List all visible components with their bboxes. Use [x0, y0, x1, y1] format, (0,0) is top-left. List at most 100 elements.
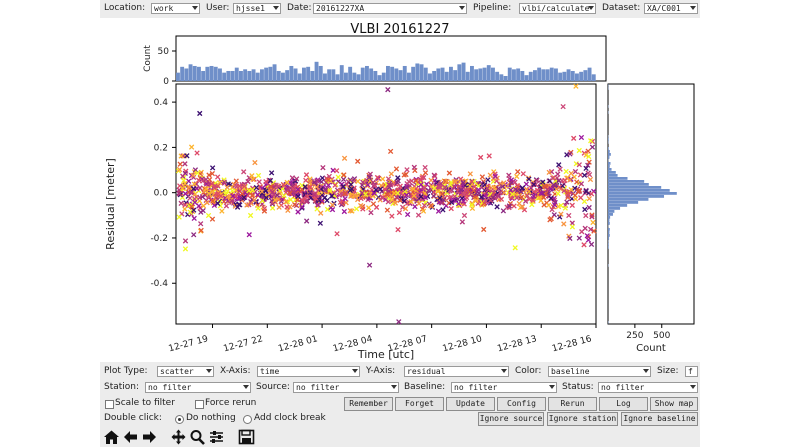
- data-point: [567, 177, 573, 183]
- data-point: [552, 202, 558, 208]
- data-point: [563, 168, 569, 175]
- right-hist-bar: [608, 189, 670, 192]
- data-point: [586, 159, 592, 165]
- data-point: [531, 189, 537, 195]
- size-select[interactable]: f: [685, 366, 698, 377]
- data-point: [578, 195, 584, 201]
- data-point: [266, 177, 272, 183]
- data-point: [507, 180, 513, 186]
- data-point: [299, 198, 306, 204]
- data-point: [242, 189, 248, 196]
- data-point: [256, 179, 262, 185]
- baseline-select[interactable]: no filter: [451, 382, 557, 393]
- zoom-icon[interactable]: [189, 429, 206, 445]
- data-point: [452, 179, 458, 185]
- data-point: [299, 205, 305, 211]
- date-select[interactable]: 20161227XA: [313, 3, 467, 14]
- data-point: [187, 209, 193, 215]
- data-point: [325, 177, 332, 183]
- data-point: [500, 183, 506, 190]
- ignore-source-button[interactable]: Ignore source: [478, 412, 544, 426]
- data-point: [196, 203, 202, 209]
- pan-icon[interactable]: [170, 429, 187, 445]
- data-point: [500, 208, 507, 214]
- data-point: [588, 241, 595, 248]
- ignore-baseline-button[interactable]: Ignore baseline: [621, 412, 698, 426]
- scale-to-filter-checkbox[interactable]: [105, 400, 114, 409]
- residual-plot[interactable]: VLBI 20161227 0 50 Count 0.4 0.2 0.0 -0.2 -0.4…: [100, 18, 700, 362]
- back-arrow-icon[interactable]: [122, 429, 139, 445]
- data-point: [412, 203, 418, 210]
- log-button[interactable]: Log: [599, 397, 648, 411]
- top-hist-bar: [436, 68, 441, 81]
- config-button[interactable]: Config: [497, 397, 546, 411]
- status-select[interactable]: no filter: [598, 382, 698, 393]
- right-hist-bar: [608, 198, 649, 201]
- update-button[interactable]: Update: [446, 397, 495, 411]
- data-point: [422, 164, 428, 171]
- station-select[interactable]: no filter: [145, 382, 251, 393]
- data-point: [437, 184, 443, 190]
- top-hist-bar: [310, 70, 315, 81]
- data-point: [588, 191, 595, 197]
- x-axis-select[interactable]: time: [257, 366, 360, 377]
- data-point: [396, 319, 402, 325]
- data-point: [585, 162, 591, 168]
- data-point: [545, 202, 552, 208]
- configure-subplots-icon[interactable]: [208, 429, 225, 445]
- data-point: [197, 185, 203, 191]
- right-hist-bar: [608, 147, 609, 150]
- data-point: [314, 206, 320, 212]
- y-axis-select[interactable]: residual: [404, 366, 509, 377]
- data-point: [467, 183, 473, 189]
- top-hist-bar: [507, 67, 512, 81]
- pipeline-select[interactable]: vlbi/calculate: [519, 3, 596, 14]
- data-point: [409, 178, 415, 184]
- rerun-button[interactable]: Rerun: [548, 397, 597, 411]
- chevron-down-icon: [643, 369, 649, 373]
- data-point: [366, 174, 373, 180]
- location-select[interactable]: work: [151, 3, 200, 14]
- data-point: [254, 192, 261, 198]
- ignore-station-button[interactable]: Ignore station: [547, 412, 618, 426]
- data-point: [299, 204, 305, 210]
- data-point: [506, 172, 512, 178]
- top-hist-bar: [356, 74, 361, 81]
- remember-button[interactable]: Remember: [344, 397, 393, 411]
- data-point: [251, 176, 257, 182]
- save-icon[interactable]: [238, 429, 255, 445]
- home-icon[interactable]: [103, 429, 120, 445]
- top-hist-bar: [247, 70, 252, 81]
- top-hist-bar: [440, 67, 445, 81]
- data-point: [359, 190, 365, 196]
- data-point: [268, 184, 274, 190]
- data-point: [385, 199, 391, 205]
- data-point: [524, 186, 530, 193]
- source-select[interactable]: no filter: [293, 382, 399, 393]
- plot-type-label: Plot Type:: [104, 366, 148, 376]
- right-hist-bar: [608, 219, 610, 222]
- data-point: [353, 206, 360, 212]
- plot-type-select[interactable]: scatter: [157, 366, 214, 377]
- add-clock-break-radio[interactable]: [243, 415, 252, 424]
- force-rerun-checkbox[interactable]: [195, 400, 204, 409]
- data-point: [396, 187, 402, 194]
- show-map-button[interactable]: Show map: [650, 397, 698, 411]
- data-point: [548, 195, 554, 201]
- forward-arrow-icon[interactable]: [141, 429, 158, 445]
- data-point: [307, 180, 313, 186]
- user-select[interactable]: hjsse1: [233, 3, 281, 14]
- dataset-select[interactable]: XA/C001: [644, 3, 698, 14]
- color-select[interactable]: baseline: [548, 366, 651, 377]
- data-point: [508, 187, 514, 193]
- forget-button[interactable]: Forget: [395, 397, 444, 411]
- right-hist-tick-label: 500: [653, 331, 670, 341]
- top-hist-bar: [394, 68, 399, 81]
- data-point: [508, 177, 515, 183]
- baseline-label: Baseline:: [404, 382, 446, 392]
- data-point: [268, 170, 275, 176]
- data-point: [314, 184, 320, 190]
- data-point: [476, 190, 482, 196]
- do-nothing-radio[interactable]: [175, 415, 184, 424]
- data-point: [494, 204, 500, 210]
